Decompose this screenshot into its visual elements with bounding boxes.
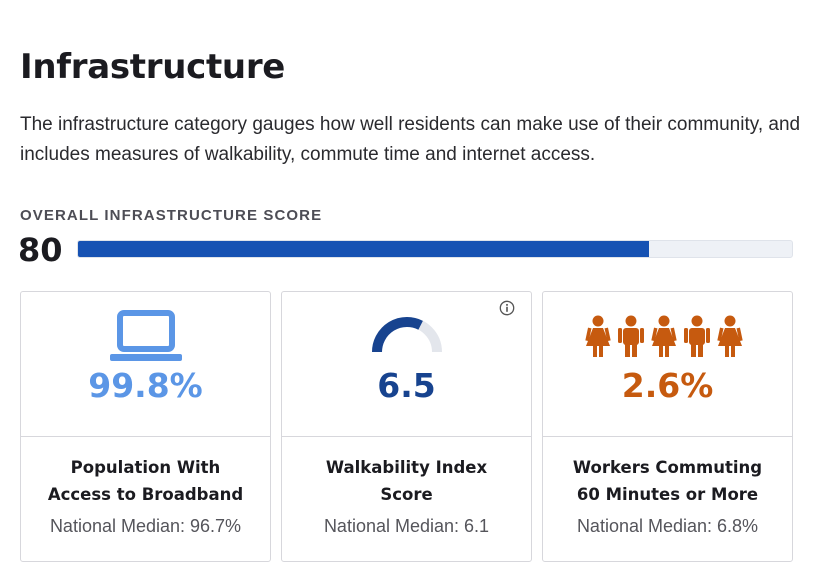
walkability-value: 6.5 bbox=[377, 366, 436, 405]
walkability-metric-title: Walkability Index Score bbox=[325, 458, 488, 504]
overall-score-label: OVERALL INFRASTRUCTURE SCORE bbox=[20, 207, 323, 224]
laptop-icon bbox=[109, 310, 182, 361]
card-divider bbox=[282, 436, 531, 437]
commute-card: 2.6% Workers Commuting 60 Minutes or Mor… bbox=[542, 291, 793, 562]
broadband-national-median: National Median: 96.7% bbox=[49, 516, 242, 536]
broadband-card: 99.8% Population With Access to Broadban… bbox=[20, 291, 271, 562]
commute-national-median: National Median: 6.8% bbox=[576, 516, 759, 536]
commute-value: 2.6% bbox=[621, 366, 714, 405]
card-divider bbox=[543, 436, 792, 437]
card-divider bbox=[21, 436, 270, 437]
walkability-national-median: National Median: 6.1 bbox=[323, 516, 490, 536]
walkability-card: 6.5 Walkability Index Score National Med… bbox=[281, 291, 532, 562]
gauge-icon bbox=[371, 317, 442, 353]
overall-score-bar bbox=[77, 240, 793, 258]
commute-metric-title: Workers Commuting 60 Minutes or More bbox=[572, 458, 763, 504]
broadband-value: 99.8% bbox=[88, 366, 203, 405]
page-description: The infrastructure category gauges how w… bbox=[20, 114, 801, 165]
overall-score-value: 80 bbox=[18, 231, 63, 269]
info-icon[interactable] bbox=[499, 300, 515, 316]
broadband-metric-title: Population With Access to Broadband bbox=[47, 458, 244, 504]
overall-score-bar-fill bbox=[78, 241, 650, 257]
page-title: Infrastructure bbox=[20, 47, 286, 87]
people-icon bbox=[584, 315, 743, 357]
